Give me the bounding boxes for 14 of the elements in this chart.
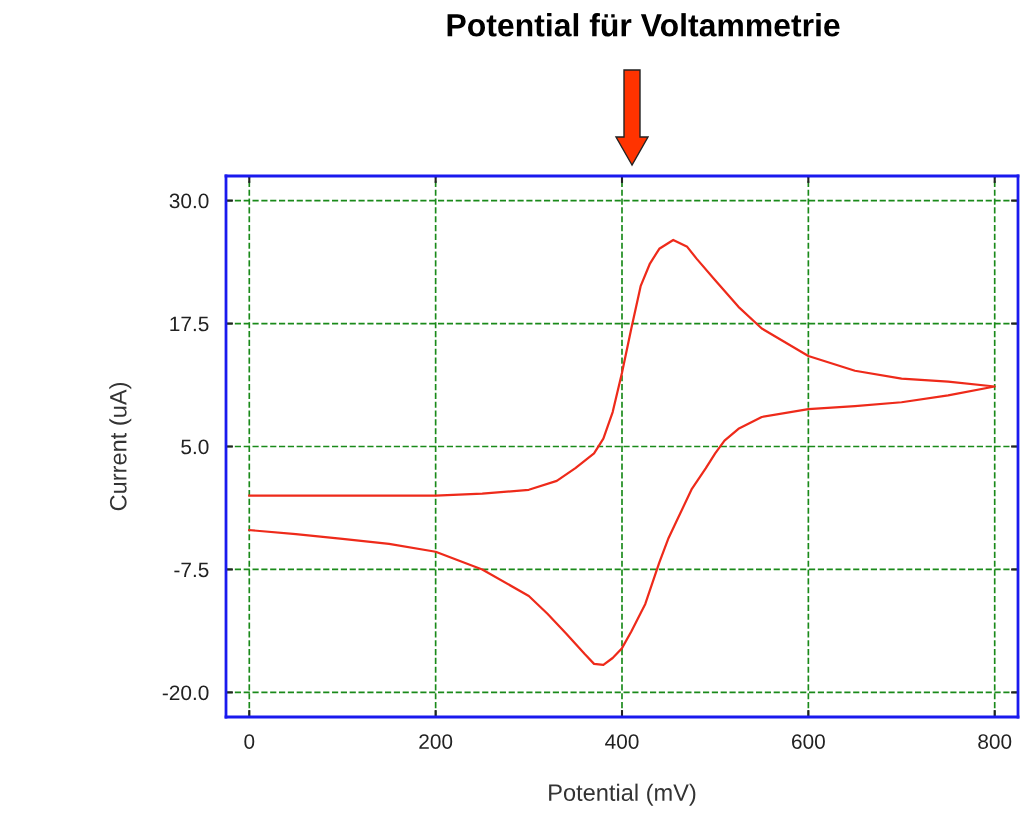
- y-tick-label: -7.5: [174, 562, 209, 578]
- y-tick-label: 30.0: [169, 193, 209, 209]
- x-tick-label: 0: [244, 734, 255, 749]
- x-tick-label: 600: [792, 734, 825, 749]
- y-tick-label: -20.0: [162, 685, 209, 701]
- chart-title: Potential für Voltammetrie: [447, 13, 840, 37]
- x-tick-label: 400: [605, 734, 639, 749]
- line-series: [248, 238, 996, 666]
- x-tick-label: 800: [978, 734, 1012, 749]
- y-tick-label: 17.5: [170, 316, 209, 332]
- x-tick-label: 200: [419, 734, 453, 749]
- y-axis-title: Current (uA): [109, 383, 132, 511]
- y-tick-label: 5.0: [181, 439, 209, 455]
- x-axis-title: Potential (mV): [549, 783, 696, 806]
